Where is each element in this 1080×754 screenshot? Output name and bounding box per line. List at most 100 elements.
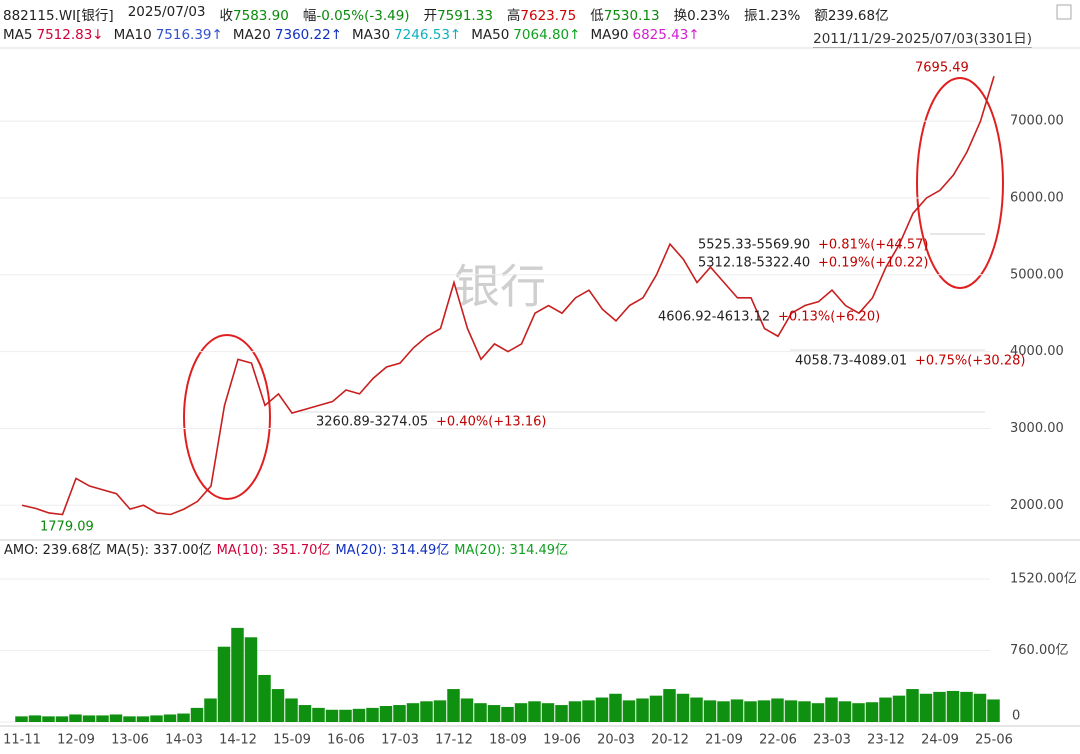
volume-bar [163, 714, 177, 722]
x-tick-label: 20-03 [597, 733, 635, 748]
volume-bar [379, 706, 393, 722]
volume-bar [879, 697, 892, 722]
y-tick-label: 760.00亿 [1010, 643, 1069, 658]
annotation: 3260.89-3274.05 [316, 415, 428, 430]
field-label: 换 [673, 8, 688, 24]
ma-item: MA90 6825.43↑ [590, 27, 699, 43]
volume-bar [339, 709, 352, 722]
volume-bar [352, 708, 366, 722]
x-tick-label: 17-12 [435, 733, 473, 748]
volume-bar [204, 698, 217, 722]
y-tick-label: 7000.00 [1010, 114, 1064, 129]
x-tick-label: 22-06 [759, 733, 797, 748]
x-tick-label: 17-03 [381, 733, 419, 748]
annotation: 4058.73-4089.01 [795, 354, 907, 369]
ma-label: MA30 [352, 27, 391, 43]
volume-bar [433, 700, 447, 722]
volume-bar [136, 716, 150, 722]
volume-bar [568, 701, 582, 722]
volume-bar [366, 707, 379, 722]
ma-value: 7360.22↑ [274, 27, 343, 43]
x-tick-label: 18-09 [489, 733, 527, 748]
legend-item: MA(10): 351.70亿 [217, 543, 331, 558]
volume-bar [298, 705, 312, 722]
volume-bar [852, 703, 865, 722]
volume-bar [582, 700, 595, 722]
volume-bar [244, 637, 258, 722]
volume-bar [676, 693, 690, 722]
quote-field: 收7583.90 [220, 4, 289, 24]
volume-bar [892, 695, 906, 722]
volume-bar [420, 701, 433, 722]
price-line [21, 76, 995, 516]
volume-bar [744, 701, 757, 722]
field-value: 7530.13 [603, 8, 660, 24]
y-tick-label: 6000.00 [1010, 190, 1064, 205]
ma-legend: MA5 7512.83↓ MA10 7516.39↑ MA20 7360.22↑ MA30 7… [3, 27, 700, 43]
volume-bar [541, 703, 555, 722]
x-tick-label: 11-11 [3, 733, 41, 748]
annotation: 7695.49 [915, 61, 969, 76]
volume-bar [109, 714, 123, 722]
quote-field: 振1.23% [744, 4, 800, 24]
date: 2025/07/03 [127, 4, 206, 20]
legend-item: MA(20): 314.49亿 [454, 543, 568, 558]
volume-bar [703, 700, 717, 722]
ma-item: MA30 7246.53↑ [352, 27, 461, 43]
field-label: 开 [423, 8, 438, 24]
y-tick-label: 0 [1012, 709, 1020, 724]
ma-item: MA20 7360.22↑ [233, 27, 342, 43]
volume-bar [177, 713, 190, 722]
volume-bar [771, 698, 784, 722]
ma-value: 6825.43↑ [632, 27, 700, 43]
y-tick-label: 5000.00 [1010, 267, 1064, 282]
field-value: 0.23% [687, 8, 730, 24]
volume-bar [906, 689, 919, 722]
volume-bar [636, 698, 649, 722]
field-value: 7623.75 [520, 8, 577, 24]
quote-field: 开7591.33 [424, 4, 493, 24]
volume-bar [987, 699, 1000, 722]
volume-bar [865, 702, 879, 722]
volume-bar [757, 700, 771, 722]
ma-item: MA10 7516.39↑ [114, 27, 223, 43]
field-label: 收 [219, 8, 234, 24]
volume-bar [717, 701, 730, 722]
x-tick-label: 19-06 [543, 733, 581, 748]
volume-bar [663, 689, 676, 722]
field-value: 7591.33 [437, 8, 493, 24]
volume-bar [595, 697, 609, 722]
legend-item: AMO: 239.68亿 [4, 543, 101, 558]
volume-bar [42, 716, 55, 722]
legend-item: MA(5): 337.00亿 [106, 543, 212, 558]
ma-label: MA20 [232, 27, 271, 43]
field-value: 239.68亿 [827, 8, 889, 24]
ma-label: MA90 [590, 27, 629, 43]
volume-bar [501, 706, 514, 722]
volume-bar [447, 689, 460, 722]
volume-bar [838, 701, 852, 722]
annotation: +0.81%(+44.57) [818, 238, 928, 253]
x-tick-label: 21-09 [705, 733, 743, 748]
field-value: 1.23% [757, 8, 801, 24]
volume-bar [730, 699, 744, 722]
field-value: -0.05%(-3.49) [316, 8, 410, 24]
ma-value: 7064.80↑ [513, 27, 581, 43]
annotation: +0.13%(+6.20) [778, 310, 880, 325]
volume-bar [784, 700, 798, 722]
volume-bar [933, 691, 946, 722]
volume-bar [825, 697, 838, 722]
x-tick-label: 16-06 [327, 733, 365, 748]
volume-bar [406, 703, 420, 722]
field-label: 额 [814, 8, 828, 24]
volume-bar [96, 715, 109, 722]
x-tick-label: 13-06 [111, 733, 149, 748]
y-tick-label: 2000.00 [1010, 498, 1064, 513]
volume-bar [487, 705, 501, 722]
quote-field: 幅-0.05%(-3.49) [303, 4, 410, 24]
volume-bar [258, 674, 271, 722]
icon[interactable] [1056, 4, 1072, 20]
ma-label: MA5 [3, 27, 33, 43]
